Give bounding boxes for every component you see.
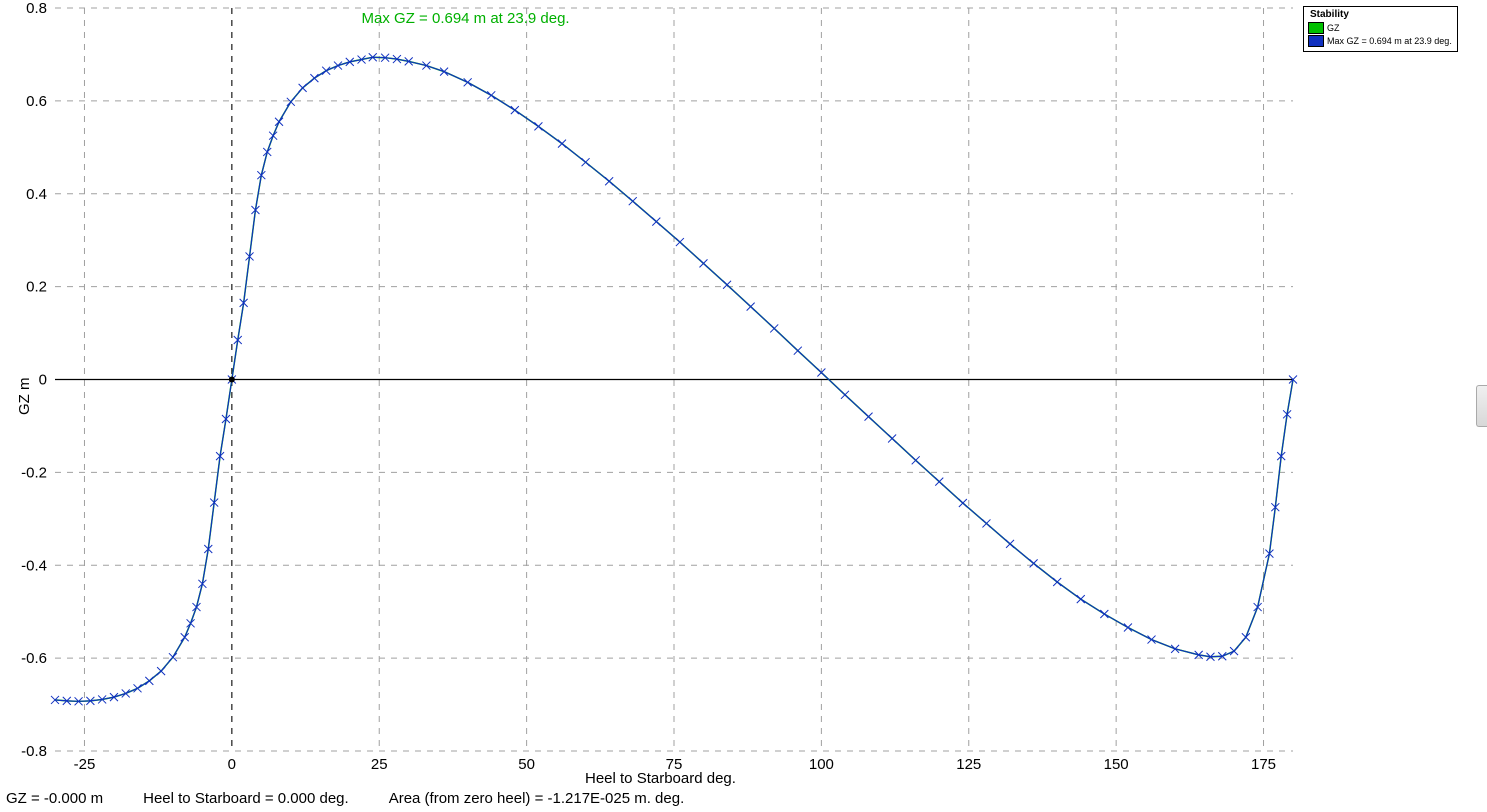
page-root: -250255075100125150175-0.8-0.6-0.4-0.200… xyxy=(0,0,1487,812)
svg-text:-0.6: -0.6 xyxy=(21,650,47,667)
svg-text:25: 25 xyxy=(371,756,388,773)
svg-text:150: 150 xyxy=(1104,756,1129,773)
legend-swatch xyxy=(1308,22,1324,34)
svg-text:-0.4: -0.4 xyxy=(21,557,47,574)
svg-text:50: 50 xyxy=(518,756,535,773)
svg-text:Max GZ = 0.694 m at 23.9 deg.: Max GZ = 0.694 m at 23.9 deg. xyxy=(362,10,570,27)
svg-text:-25: -25 xyxy=(74,756,96,773)
right-edge-gizmo[interactable] xyxy=(1476,385,1487,427)
svg-text:0: 0 xyxy=(228,756,236,773)
svg-text:0: 0 xyxy=(39,372,47,389)
svg-text:125: 125 xyxy=(956,756,981,773)
legend: Stability GZ Max GZ = 0.694 m at 23.9 de… xyxy=(1303,6,1458,52)
stability-chart: -250255075100125150175-0.8-0.6-0.4-0.200… xyxy=(0,0,1487,812)
svg-text:-0.8: -0.8 xyxy=(21,743,47,760)
status-gz: GZ = -0.000 m xyxy=(6,790,103,807)
legend-label: GZ xyxy=(1327,23,1340,34)
status-bar: GZ = -0.000 m Heel to Starboard = 0.000 … xyxy=(6,790,684,807)
svg-text:0.4: 0.4 xyxy=(26,186,47,203)
legend-item-maxgz: Max GZ = 0.694 m at 23.9 deg. xyxy=(1308,35,1453,47)
svg-text:175: 175 xyxy=(1251,756,1276,773)
status-area: Area (from zero heel) = -1.217E-025 m. d… xyxy=(389,790,685,807)
legend-swatch xyxy=(1308,35,1324,47)
legend-label: Max GZ = 0.694 m at 23.9 deg. xyxy=(1327,36,1452,47)
svg-text:-0.2: -0.2 xyxy=(21,464,47,481)
svg-text:0.2: 0.2 xyxy=(26,279,47,296)
svg-text:100: 100 xyxy=(809,756,834,773)
legend-title: Stability xyxy=(1308,9,1453,21)
svg-text:0.6: 0.6 xyxy=(26,93,47,110)
svg-text:0.8: 0.8 xyxy=(26,0,47,17)
x-axis-label: Heel to Starboard deg. xyxy=(585,770,736,787)
status-heel: Heel to Starboard = 0.000 deg. xyxy=(143,790,349,807)
y-axis-label: GZ m xyxy=(16,378,33,416)
legend-item-gz: GZ xyxy=(1308,22,1453,34)
